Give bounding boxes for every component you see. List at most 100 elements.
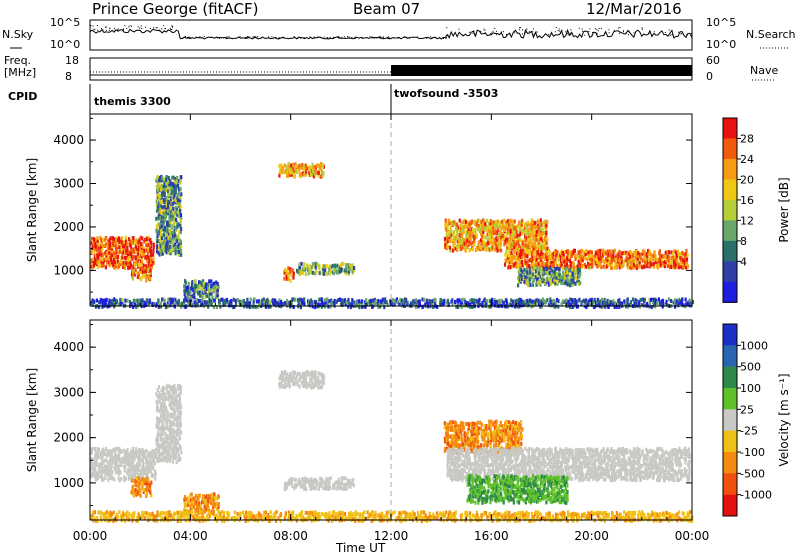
data-cell <box>160 409 164 414</box>
nsearch-dot <box>596 32 598 34</box>
data-cell <box>457 448 460 452</box>
data-cell <box>461 237 464 242</box>
data-cell <box>137 456 140 461</box>
data-cell <box>180 405 183 410</box>
data-cell <box>124 249 127 254</box>
data-cell <box>626 304 629 309</box>
data-cell <box>308 264 311 269</box>
data-cell <box>303 476 306 481</box>
data-cell <box>443 436 446 441</box>
data-cell <box>320 162 323 166</box>
data-cell <box>572 279 575 284</box>
data-cell <box>466 245 469 250</box>
data-cell <box>632 253 635 258</box>
data-cell <box>449 440 452 445</box>
data-cell <box>142 239 146 244</box>
data-cell <box>146 469 149 474</box>
data-cell <box>188 500 191 505</box>
data-cell <box>337 477 340 482</box>
data-cell <box>670 265 673 269</box>
data-cell <box>163 204 166 209</box>
data-cell <box>530 255 533 260</box>
data-cell <box>315 269 318 274</box>
data-cell <box>107 449 110 453</box>
data-cell <box>312 481 315 486</box>
data-cell <box>502 224 505 229</box>
nsearch-label: N.Search <box>746 28 796 41</box>
data-cell <box>572 298 575 303</box>
data-cell <box>302 383 305 388</box>
nsearch-dot <box>514 32 516 34</box>
data-cell <box>643 297 646 302</box>
data-cell <box>374 299 377 304</box>
data-cell <box>294 477 297 482</box>
colorbar-swatch <box>723 240 737 262</box>
nsearch-dot <box>117 29 118 31</box>
data-cell <box>613 265 616 270</box>
data-cell <box>529 228 532 232</box>
data-cell <box>446 428 449 433</box>
data-cell <box>444 224 447 229</box>
data-cell <box>526 250 529 255</box>
data-cell <box>272 300 275 305</box>
nsearch-dot <box>483 28 485 30</box>
data-cell <box>178 433 181 438</box>
data-cell <box>340 267 344 272</box>
data-cell <box>572 276 575 280</box>
data-cell <box>493 223 497 228</box>
data-cell <box>558 267 561 271</box>
data-cell <box>131 484 134 489</box>
data-cell <box>546 271 550 276</box>
data-cell <box>129 242 132 247</box>
data-cell <box>519 272 522 277</box>
data-cell <box>514 302 517 307</box>
data-cell <box>457 300 460 305</box>
data-cell <box>142 487 145 492</box>
data-cell <box>282 384 285 389</box>
data-cell <box>480 246 483 251</box>
data-cell <box>149 263 152 268</box>
data-cell <box>632 265 635 270</box>
data-cell <box>519 263 522 268</box>
data-cell <box>628 303 631 308</box>
data-cell <box>160 458 163 463</box>
data-cell <box>468 224 472 229</box>
data-cell <box>318 372 321 377</box>
data-cell <box>691 299 695 304</box>
data-cell <box>288 481 292 485</box>
data-cell <box>451 220 454 225</box>
data-cell <box>148 456 152 460</box>
data-cell <box>297 270 300 275</box>
data-cell <box>141 481 144 486</box>
data-cell <box>505 249 508 254</box>
data-cell <box>686 264 689 269</box>
data-cell <box>470 448 474 453</box>
data-cell <box>518 271 521 276</box>
data-cell <box>564 258 567 263</box>
data-cell <box>169 233 172 238</box>
data-cell <box>641 297 644 302</box>
data-cell <box>158 426 161 431</box>
data-cell <box>145 278 148 283</box>
data-cell <box>150 480 153 485</box>
data-cell <box>458 303 461 308</box>
data-cell <box>546 246 549 251</box>
data-cell <box>175 175 179 180</box>
data-cell <box>453 246 456 250</box>
data-cell <box>96 236 99 241</box>
data-cell <box>166 420 169 425</box>
data-cell <box>474 235 477 240</box>
data-cell <box>214 287 217 292</box>
data-cell <box>652 264 655 269</box>
data-cell <box>482 230 485 235</box>
data-cell <box>177 249 181 254</box>
data-cell <box>456 228 459 233</box>
data-cell <box>317 371 320 376</box>
colorbar-tick-label: 16 <box>740 194 754 207</box>
data-cell <box>538 249 542 254</box>
data-cell <box>294 166 297 171</box>
data-cell <box>577 279 580 284</box>
data-cell <box>130 236 134 240</box>
data-cell <box>160 211 163 215</box>
data-cell <box>132 271 135 276</box>
